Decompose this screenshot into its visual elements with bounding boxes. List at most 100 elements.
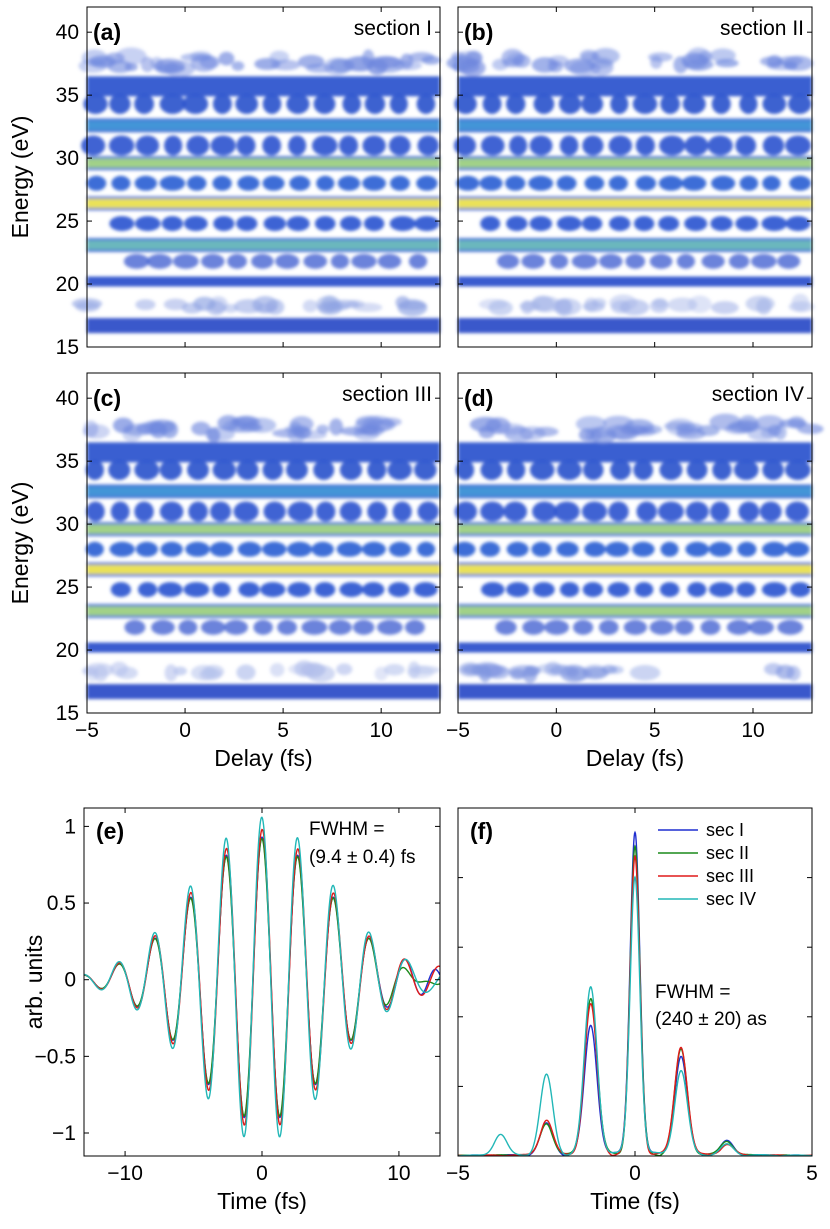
speckle — [408, 52, 435, 62]
ytick-label: −1 — [52, 1122, 76, 1145]
blob — [416, 93, 436, 114]
blob — [134, 175, 158, 191]
blob — [352, 619, 375, 635]
blob — [109, 216, 135, 232]
blob — [364, 93, 386, 114]
blob — [598, 619, 619, 635]
band-20.2 — [87, 642, 440, 653]
speckle — [82, 424, 110, 439]
xtick-label: −10 — [107, 1162, 143, 1185]
speckle — [135, 299, 156, 311]
xtick-label: 0 — [550, 719, 562, 742]
blob — [388, 541, 412, 557]
blob — [287, 541, 313, 557]
blob — [625, 253, 646, 269]
band-edge — [87, 129, 440, 133]
speckle — [191, 421, 211, 436]
blob — [509, 135, 528, 156]
fwhm-annotation-line1: FWHM = — [309, 819, 384, 840]
blob — [212, 93, 232, 114]
blob — [210, 135, 236, 156]
blob — [213, 216, 235, 232]
band-edge — [87, 495, 440, 499]
band-edge — [458, 484, 812, 487]
blob — [201, 253, 225, 269]
blob — [135, 541, 158, 557]
speckle — [777, 56, 804, 66]
speckle — [190, 51, 212, 62]
band-edge — [87, 573, 440, 577]
band-20.2 — [87, 276, 440, 287]
blob — [311, 135, 338, 156]
blob — [453, 135, 477, 156]
blob — [633, 216, 655, 232]
band-edge — [458, 207, 812, 211]
blob — [559, 582, 580, 598]
band-29.6 — [87, 158, 440, 169]
speckle — [269, 662, 285, 677]
plot-frame — [457, 6, 813, 348]
speckle — [410, 665, 440, 675]
xlabel: Delay (fs) — [214, 745, 312, 771]
blob — [759, 501, 782, 522]
blob — [608, 135, 633, 156]
band-edge — [87, 167, 440, 171]
blob — [556, 175, 577, 191]
speckle — [163, 298, 188, 311]
band-layer — [71, 47, 441, 334]
band-23.1 — [87, 240, 440, 250]
speckle — [652, 298, 668, 309]
blob — [186, 135, 210, 156]
blob — [733, 459, 759, 480]
band-23.1 — [458, 606, 812, 616]
band-32.6 — [87, 120, 440, 131]
blob — [330, 253, 350, 269]
speckle — [711, 301, 739, 315]
blob — [682, 93, 706, 114]
blob — [607, 582, 630, 598]
blob — [503, 501, 528, 522]
blob — [236, 459, 259, 480]
ylabel: Energy (eV) — [7, 482, 33, 605]
ytick-label: 35 — [56, 450, 79, 473]
speckle — [715, 58, 739, 68]
band-edge — [458, 118, 812, 121]
blob — [316, 175, 335, 191]
blob — [529, 216, 553, 232]
blob — [531, 541, 552, 557]
legend-label-sec-IV: sec IV — [706, 889, 756, 909]
blob — [762, 93, 787, 114]
speckle — [494, 423, 526, 436]
ytick-label: 25 — [56, 210, 79, 233]
blob — [212, 175, 232, 191]
band-edge — [87, 484, 440, 487]
blob — [453, 541, 476, 557]
band-edge — [87, 522, 440, 525]
blob — [416, 175, 438, 191]
band-edge — [87, 604, 440, 607]
speckle — [336, 663, 353, 676]
blob — [676, 253, 695, 269]
blob — [287, 582, 312, 598]
heatmap-panel-d: −5 0 5 10 (d) section IV Delay (fs) — [446, 372, 824, 771]
blob — [362, 175, 387, 191]
blob — [532, 501, 557, 522]
section-label: section II — [720, 17, 804, 40]
ytick-label: 15 — [56, 336, 79, 359]
blob — [263, 501, 286, 522]
band-edge — [458, 495, 812, 499]
blob — [631, 541, 655, 557]
speckle — [305, 63, 334, 73]
blob — [505, 93, 526, 114]
blob — [342, 93, 362, 114]
blob — [556, 216, 582, 232]
panel-label: (f) — [470, 818, 493, 844]
xtick-label: −5 — [446, 719, 470, 742]
speckle — [269, 50, 290, 64]
blob — [506, 582, 530, 598]
xtick-label: 5 — [806, 1162, 818, 1185]
blob — [572, 619, 594, 635]
plot-background — [458, 808, 812, 1156]
speckle — [89, 55, 117, 67]
blob — [262, 135, 282, 156]
